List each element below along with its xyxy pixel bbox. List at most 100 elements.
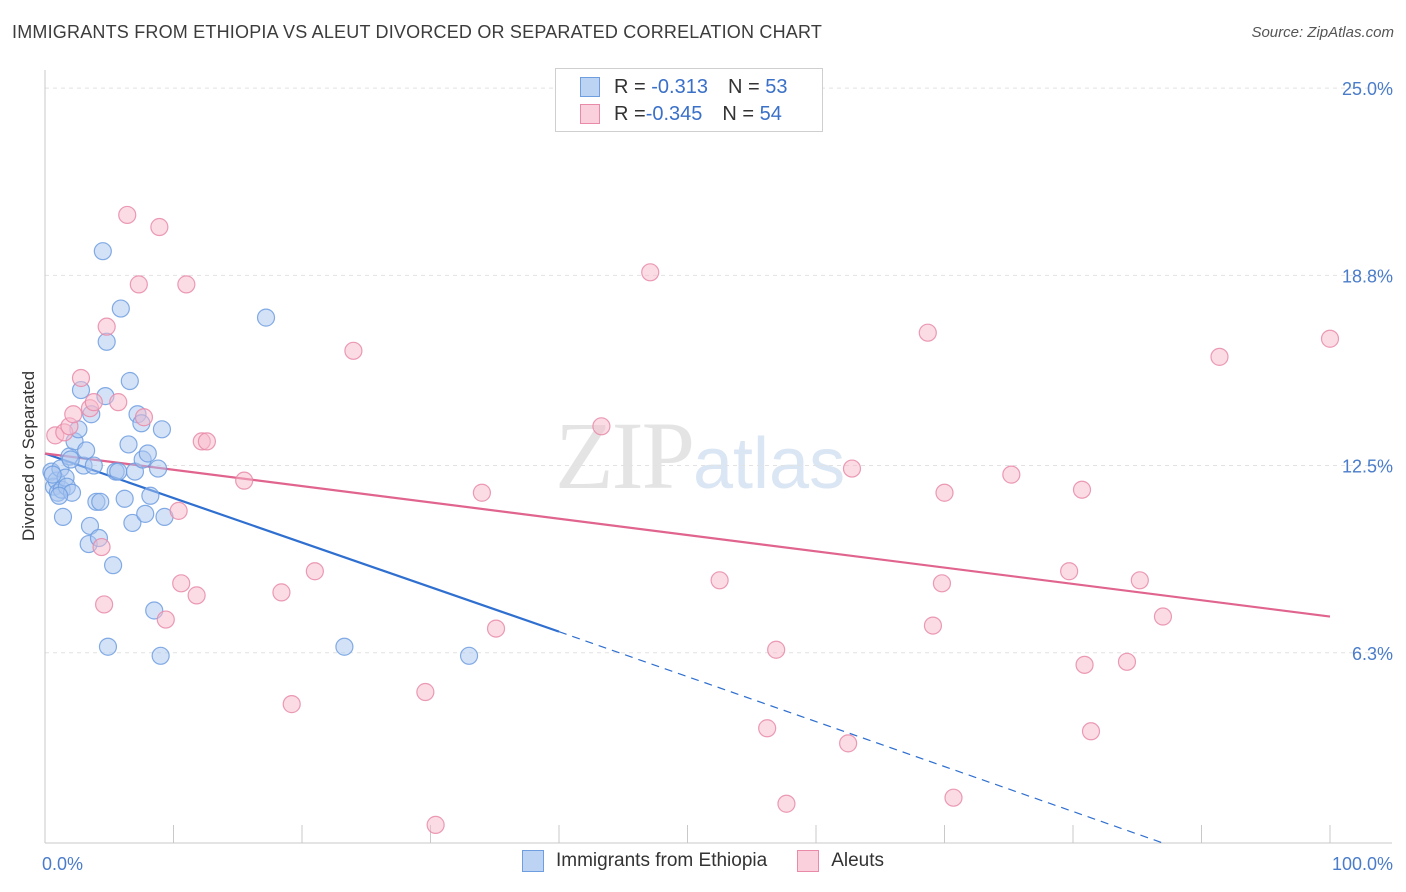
aleut-point	[932, 574, 952, 593]
legend-n-value: 54	[759, 102, 782, 125]
legend-item-aleuts: Aleuts	[797, 850, 884, 872]
legend-swatch-blue	[580, 77, 600, 97]
aleut-point	[150, 217, 169, 237]
ethiopia-point	[97, 332, 116, 351]
aleut-point	[839, 734, 858, 753]
watermark: ZIPatlas	[555, 400, 845, 511]
aleut-point	[1002, 465, 1021, 484]
legend-row-ethiopia: R = -0.313 N = 53	[580, 74, 787, 100]
ethiopia-point	[141, 486, 160, 505]
ethiopia-point	[148, 459, 168, 478]
aleut-point	[169, 501, 188, 520]
aleut-point	[1081, 722, 1101, 741]
ethiopia-point	[91, 492, 110, 511]
ethiopia-point	[111, 299, 130, 318]
aleut-point	[416, 682, 435, 702]
legend-swatch-blue	[522, 850, 544, 872]
aleut-point	[344, 341, 363, 360]
watermark-zip: ZIP	[555, 402, 695, 509]
ethiopia-point	[50, 486, 69, 505]
ethiopia-point	[80, 516, 100, 536]
aleut-point	[235, 471, 254, 490]
aleut-point	[134, 408, 154, 427]
aleut-point	[1072, 480, 1092, 499]
source-credit: Source: ZipAtlas.com	[1251, 24, 1394, 41]
aleut-point	[177, 275, 196, 294]
ethiopia-point	[93, 242, 112, 261]
aleut-point	[918, 323, 937, 342]
ethiopia-point	[459, 646, 479, 665]
aleut-point	[710, 571, 729, 590]
aleut-point	[84, 393, 103, 412]
aleut-point	[472, 483, 491, 502]
aleut-point	[95, 595, 114, 614]
aleut-point	[767, 640, 786, 659]
ethiopia-point	[151, 646, 170, 665]
legend-label-aleuts: Aleuts	[831, 850, 884, 871]
aleut-point	[97, 317, 116, 336]
aleut-point	[758, 719, 777, 738]
aleut-point	[64, 405, 83, 424]
aleut-point	[1320, 329, 1340, 348]
legend-n-label: N =	[727, 75, 760, 98]
axes	[44, 70, 1392, 844]
aleut-point	[272, 583, 291, 602]
aleut-point	[1210, 347, 1229, 366]
ethiopia-point	[84, 456, 103, 475]
legend-label-ethiopia: Immigrants from Ethiopia	[556, 850, 768, 871]
ethiopia-point	[335, 637, 354, 656]
ethiopia-point	[98, 637, 118, 656]
series-legend: Immigrants from Ethiopia Aleuts	[0, 850, 1406, 872]
ethiopia-point	[256, 308, 276, 327]
ethiopia-point	[104, 556, 123, 575]
aleut-point	[641, 263, 660, 282]
aleut-point	[1075, 655, 1094, 674]
grid-lines	[45, 87, 1392, 654]
aleut-point	[944, 788, 963, 807]
aleut-point	[197, 432, 217, 451]
aleut-point	[923, 616, 943, 635]
legend-n-value: 53	[765, 75, 788, 98]
y-tick-label: 6.3%	[1352, 644, 1393, 664]
aleut-point	[109, 393, 128, 412]
ethiopia-point	[152, 420, 172, 439]
aleut-point	[1060, 562, 1079, 581]
ethiopia-point	[109, 462, 128, 481]
aleut-point	[592, 417, 611, 436]
aleut-point	[172, 574, 191, 593]
aleut-trend-line	[44, 452, 1331, 618]
aleut-point	[426, 815, 445, 834]
aleut-point	[777, 794, 796, 813]
ethiopia-point	[123, 513, 142, 533]
x-tick-label: 100.0%	[1332, 854, 1393, 874]
watermark-atlas: atlas	[693, 424, 846, 504]
ethiopia-trend-extension	[558, 631, 1164, 844]
legend-item-ethiopia: Immigrants from Ethiopia	[522, 850, 767, 872]
ethiopia-point	[138, 444, 157, 463]
legend-n-label: N =	[722, 102, 755, 125]
ethiopia-point	[136, 504, 155, 523]
y-axis-title: Divorced or Separated	[19, 371, 38, 541]
aleut-point	[486, 619, 506, 638]
ethiopia-point	[43, 465, 62, 484]
aleut-point	[935, 483, 954, 502]
legend-r-value: -0.345	[645, 102, 703, 125]
legend-swatch-pink	[797, 850, 820, 872]
ethiopia-point	[53, 507, 73, 526]
y-tick-label: 12.5%	[1342, 457, 1393, 477]
ethiopia-point	[61, 450, 80, 469]
correlation-legend: R = -0.313 N = 53 R = -0.345 N = 54	[555, 68, 823, 132]
legend-r-label: R =	[614, 102, 646, 125]
chart-title: IMMIGRANTS FROM ETHIOPIA VS ALEUT DIVORC…	[12, 22, 823, 42]
trend-lines	[44, 452, 1331, 844]
aleut-point	[1130, 571, 1149, 590]
ethiopia-point	[115, 489, 134, 508]
legend-swatch-pink	[580, 104, 600, 124]
legend-r-value: -0.313	[651, 75, 708, 98]
aleut-point	[305, 562, 324, 581]
aleut-point	[842, 459, 862, 478]
legend-r-label: R =	[614, 75, 646, 98]
ethiopia-point	[120, 371, 139, 391]
y-tick-label: 18.8%	[1342, 266, 1393, 286]
